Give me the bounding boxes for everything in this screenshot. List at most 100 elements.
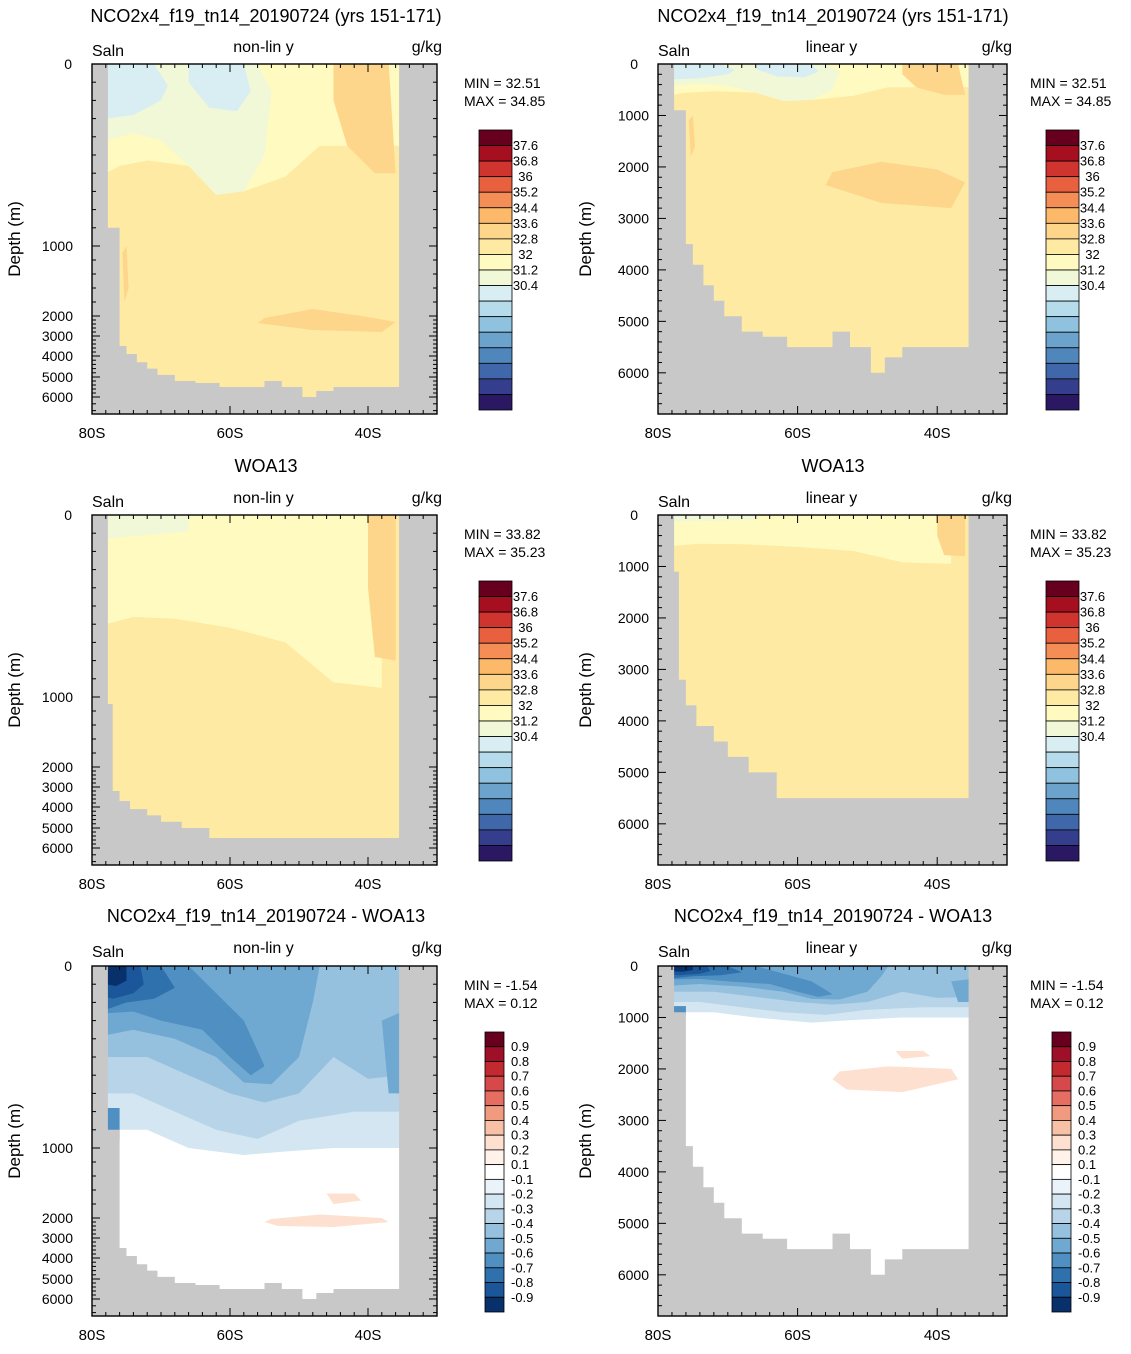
scale-label: linear y <box>806 940 858 957</box>
colorbar-label: 32 <box>1085 698 1099 713</box>
units-label: g/kg <box>982 940 1012 957</box>
colorbar-swatch <box>484 1223 505 1239</box>
y-tick-label: 4000 <box>618 262 649 278</box>
colorbar-label: 31.2 <box>513 263 538 278</box>
y-tick-label: 2000 <box>42 759 73 775</box>
panel-title: NCO2x4_f19_tn14_20190724 (yrs 151-171) <box>657 6 1008 27</box>
scale-label: linear y <box>806 490 858 507</box>
colorbar-swatch <box>1051 1149 1072 1166</box>
max-value: MAX = 0.12 <box>464 995 538 1011</box>
contour-level-1 <box>672 515 952 564</box>
x-tick-label: 40S <box>355 425 382 442</box>
colorbar-swatch <box>1051 1075 1072 1092</box>
colorbar-swatch <box>484 1164 505 1180</box>
colorbar-label: -0.1 <box>511 1172 533 1187</box>
colorbar-swatch <box>478 145 513 162</box>
colorbar-swatch <box>478 813 513 831</box>
colorbar-swatch <box>484 1149 505 1166</box>
y-tick-label: 4000 <box>42 1250 73 1266</box>
max-value: MAX = 35.23 <box>464 544 546 560</box>
min-value: MIN = 32.51 <box>464 75 541 91</box>
y-tick-label: 1000 <box>42 1140 73 1156</box>
colorbar-swatch <box>478 129 513 146</box>
colorbar-label: 33.6 <box>1080 667 1105 682</box>
colorbar-label: 31.2 <box>1080 263 1105 278</box>
panel-diff-lin: 80S 60S 40S 0 1000 2000 3000 4000 5000 6000 Depth … <box>576 906 1104 1344</box>
panel-title: NCO2x4_f19_tn14_20190724 - WOA13 <box>674 906 992 927</box>
contour-level-5 <box>333 64 396 174</box>
colorbar-swatch <box>1045 611 1080 629</box>
colorbar-swatch <box>484 1208 505 1224</box>
colorbar-swatch <box>484 1267 505 1283</box>
colorbar-swatch <box>1051 1105 1072 1121</box>
colorbar-swatch <box>484 1282 505 1298</box>
y-tick-label: 0 <box>630 507 638 523</box>
colorbar-swatch <box>478 782 513 800</box>
y-tick-label: 6000 <box>42 389 73 405</box>
colorbar-swatch <box>478 347 513 364</box>
colorbar-swatch <box>1045 285 1080 302</box>
x-tick-label: 40S <box>355 1327 382 1344</box>
contour-level-4 <box>188 64 251 112</box>
colorbar-swatch <box>1045 658 1080 675</box>
y-axis-label: Depth (m) <box>576 1103 595 1179</box>
y-tick-label: 0 <box>64 507 72 523</box>
colorbar-swatch <box>484 1120 505 1136</box>
colorbar-swatch <box>478 176 513 193</box>
y-tick-label: 3000 <box>42 1230 73 1246</box>
colorbar-swatch <box>1051 1164 1072 1180</box>
colorbar-label: 32 <box>518 247 532 262</box>
colorbar-label: 33.6 <box>513 216 538 231</box>
colorbar-swatch <box>1045 767 1080 784</box>
colorbar-label: -0.5 <box>1078 1231 1100 1246</box>
colorbar-swatch <box>478 627 513 644</box>
max-value: MAX = 34.85 <box>1030 93 1112 109</box>
colorbar-swatch <box>484 1090 505 1107</box>
colorbar-swatch <box>1045 191 1080 209</box>
colorbar-label: 34.4 <box>513 651 538 666</box>
variable-label: Saln <box>658 494 690 511</box>
x-tick-label: 60S <box>217 876 244 893</box>
colorbar-swatch <box>1051 1296 1072 1313</box>
y-tick-label: 0 <box>64 56 72 72</box>
y-tick-label: 3000 <box>618 210 649 226</box>
y-tick-label: 6000 <box>618 816 649 832</box>
contour-field <box>658 64 1007 414</box>
max-value: MAX = 35.23 <box>1030 544 1112 560</box>
colorbar-swatch <box>478 596 513 613</box>
y-tick-label: 5000 <box>618 313 649 329</box>
y-tick-label: 5000 <box>42 369 73 385</box>
colorbar-label: -0.7 <box>511 1260 533 1275</box>
colorbar-label: 0.5 <box>1078 1098 1096 1113</box>
colorbar-swatch <box>1045 720 1080 737</box>
colorbar-swatch <box>1051 1134 1072 1151</box>
colorbar-label: -0.7 <box>1078 1260 1100 1275</box>
colorbar-swatch <box>1045 394 1080 411</box>
colorbar-label: 36.8 <box>513 154 538 169</box>
colorbar-swatch <box>484 1105 505 1121</box>
colorbar-swatch <box>484 1178 505 1195</box>
y-tick-label: 1000 <box>618 558 649 574</box>
colorbar-label: -0.6 <box>511 1246 533 1261</box>
contour-level-6 <box>825 161 966 209</box>
colorbar-swatch <box>1045 378 1080 395</box>
y-tick-label: 2000 <box>42 308 73 324</box>
x-tick-label: 40S <box>924 425 951 442</box>
colorbar-label: 30.4 <box>513 729 538 744</box>
x-tick-label: 40S <box>355 876 382 893</box>
units-label: g/kg <box>412 940 442 957</box>
y-tick-label: 0 <box>630 56 638 72</box>
colorbar-label: -0.9 <box>1078 1290 1100 1305</box>
colorbar-label: 37.6 <box>513 138 538 153</box>
colorbar-label: 34.4 <box>1080 200 1105 215</box>
colorbar-swatch <box>1045 160 1080 178</box>
units-label: g/kg <box>412 39 442 56</box>
colorbar-label: 0.7 <box>511 1069 529 1084</box>
colorbar-label: 36.8 <box>1080 605 1105 620</box>
colorbar-label: 0.4 <box>1078 1113 1096 1128</box>
colorbar-label: 0.6 <box>1078 1083 1096 1098</box>
colorbar-swatch <box>478 736 513 753</box>
